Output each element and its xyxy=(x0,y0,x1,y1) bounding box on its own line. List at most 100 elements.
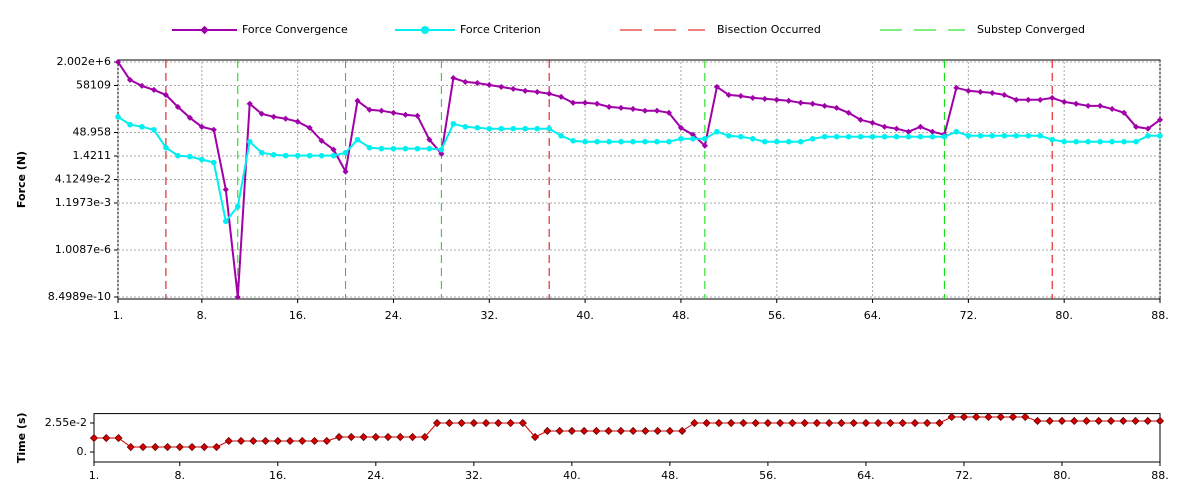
point xyxy=(261,436,270,446)
point xyxy=(1155,416,1165,426)
point xyxy=(833,104,840,112)
point xyxy=(402,145,409,152)
point xyxy=(821,102,828,110)
point xyxy=(334,432,344,442)
point xyxy=(1025,132,1032,139)
point xyxy=(1133,138,1139,145)
point xyxy=(1049,136,1056,143)
point xyxy=(438,150,445,157)
point xyxy=(234,293,241,301)
point xyxy=(426,136,433,143)
point xyxy=(294,152,301,159)
point xyxy=(531,432,540,442)
point xyxy=(594,138,600,145)
x-tick-label: 64. xyxy=(864,309,882,322)
point xyxy=(258,110,265,117)
point xyxy=(604,426,613,436)
point xyxy=(246,138,253,145)
point xyxy=(665,426,674,436)
point xyxy=(210,126,217,133)
point xyxy=(917,133,924,140)
point xyxy=(1057,416,1067,426)
point xyxy=(342,168,349,175)
point xyxy=(438,146,445,153)
point xyxy=(462,78,469,86)
point xyxy=(642,138,648,145)
point xyxy=(457,418,466,428)
point xyxy=(702,418,711,428)
point xyxy=(402,111,409,118)
point xyxy=(408,432,417,442)
point xyxy=(1061,98,1068,106)
point xyxy=(567,426,576,436)
x-tick-label: 48. xyxy=(672,309,690,322)
point xyxy=(580,426,589,436)
x-tick-label: 88. xyxy=(1151,309,1169,322)
x-tick-label: 72. xyxy=(960,309,978,322)
point xyxy=(886,418,895,428)
y-tick-label: 1.1973e-3 xyxy=(55,196,111,209)
point xyxy=(366,106,373,113)
point xyxy=(282,115,289,122)
point xyxy=(198,123,205,130)
point xyxy=(1084,102,1092,110)
point xyxy=(714,128,720,135)
x-tick-label: 1. xyxy=(89,469,100,482)
point xyxy=(905,128,912,135)
legend-label: Substep Converged xyxy=(977,23,1085,36)
point xyxy=(929,128,936,135)
point xyxy=(126,76,134,84)
point xyxy=(498,83,505,91)
point xyxy=(1143,416,1152,426)
point xyxy=(1070,416,1079,426)
point xyxy=(837,418,846,428)
point xyxy=(923,418,932,428)
x-tick-label: 24. xyxy=(385,309,403,322)
point xyxy=(977,132,984,139)
point xyxy=(910,418,920,428)
point xyxy=(678,426,687,436)
point xyxy=(378,145,385,152)
point xyxy=(977,88,984,96)
point xyxy=(809,100,816,107)
point xyxy=(1108,105,1116,113)
point xyxy=(570,138,576,144)
point xyxy=(510,125,517,132)
y-tick-label: 1.0087e-6 xyxy=(55,243,111,256)
point xyxy=(115,114,121,120)
point xyxy=(898,418,907,428)
point xyxy=(298,436,307,446)
point xyxy=(114,58,122,66)
point xyxy=(605,103,613,111)
point xyxy=(163,144,169,151)
point xyxy=(763,418,772,428)
point xyxy=(127,121,133,128)
point xyxy=(690,135,696,142)
point xyxy=(378,107,385,114)
point xyxy=(809,135,816,142)
point xyxy=(917,123,924,130)
x-tick-label: 16. xyxy=(269,469,287,482)
point xyxy=(617,104,625,112)
point xyxy=(270,113,277,120)
point xyxy=(318,137,325,144)
point xyxy=(414,145,421,152)
point xyxy=(849,418,858,428)
point xyxy=(773,96,780,103)
point xyxy=(1013,132,1020,139)
point xyxy=(905,133,912,140)
point xyxy=(273,436,282,446)
point xyxy=(433,418,442,428)
point xyxy=(222,186,229,193)
point xyxy=(592,426,601,436)
point xyxy=(162,91,170,99)
point xyxy=(1156,116,1164,123)
y-tick-label: 4.1249e-2 xyxy=(55,173,111,186)
y-tick-label: 1.4211 xyxy=(73,149,112,162)
point xyxy=(929,133,936,140)
point xyxy=(1033,416,1042,426)
point xyxy=(1008,412,1018,422)
point xyxy=(1073,138,1079,145)
point xyxy=(534,88,541,96)
